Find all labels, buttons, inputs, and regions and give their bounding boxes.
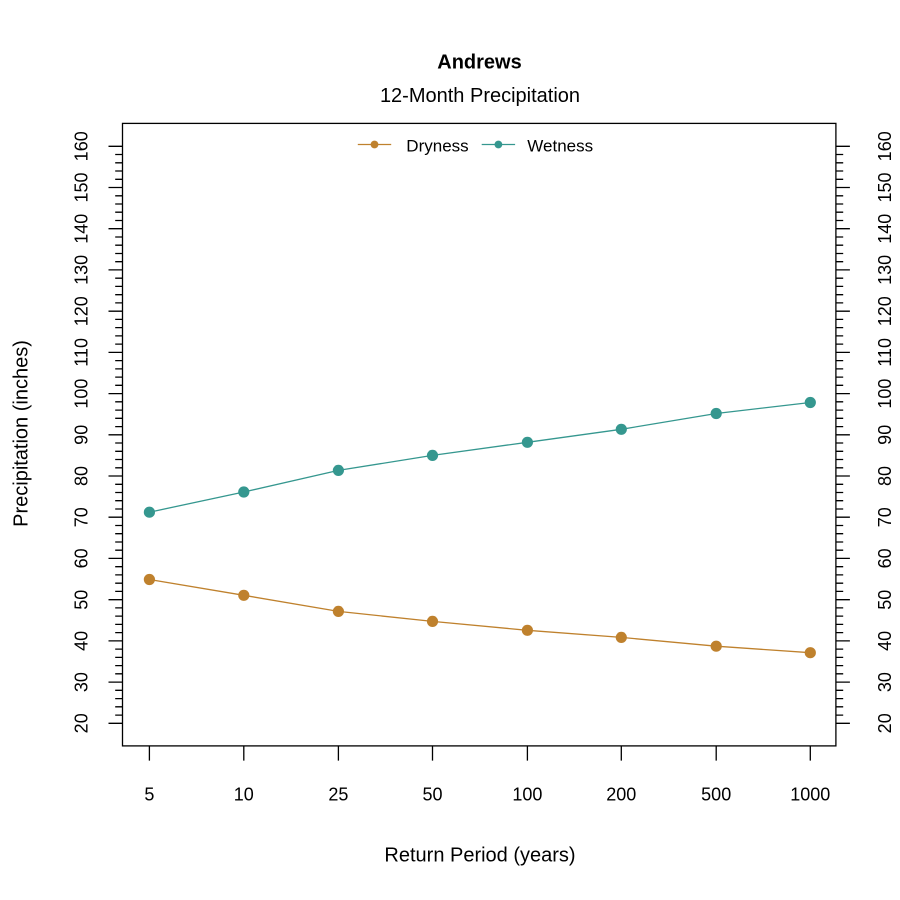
svg-text:Wetness: Wetness: [527, 136, 593, 155]
svg-text:30: 30: [875, 672, 895, 692]
svg-text:110: 110: [72, 338, 92, 367]
svg-text:50: 50: [422, 785, 442, 805]
svg-text:40: 40: [72, 631, 92, 651]
svg-text:120: 120: [72, 296, 92, 326]
svg-text:500: 500: [701, 785, 731, 805]
svg-text:50: 50: [875, 590, 895, 610]
svg-text:30: 30: [72, 672, 92, 692]
svg-text:140: 140: [72, 214, 92, 244]
svg-text:60: 60: [72, 548, 92, 568]
svg-text:70: 70: [72, 507, 92, 527]
svg-text:10: 10: [234, 785, 254, 805]
svg-text:5: 5: [144, 785, 154, 805]
svg-text:Return Period (years): Return Period (years): [384, 845, 575, 867]
svg-text:25: 25: [328, 785, 348, 805]
svg-text:70: 70: [875, 507, 895, 527]
svg-text:160: 160: [875, 131, 895, 161]
svg-text:110: 110: [875, 338, 895, 367]
svg-text:50: 50: [72, 590, 92, 610]
svg-text:100: 100: [72, 379, 92, 409]
svg-text:130: 130: [72, 255, 92, 285]
svg-text:20: 20: [72, 713, 92, 733]
svg-text:1000: 1000: [790, 785, 830, 805]
svg-text:150: 150: [72, 172, 92, 202]
svg-text:60: 60: [875, 548, 895, 568]
svg-text:90: 90: [72, 425, 92, 445]
svg-text:150: 150: [875, 172, 895, 202]
svg-text:100: 100: [512, 785, 542, 805]
svg-text:130: 130: [875, 255, 895, 285]
svg-text:Precipitation (inches): Precipitation (inches): [11, 340, 33, 527]
svg-text:120: 120: [875, 296, 895, 326]
svg-text:Dryness: Dryness: [406, 136, 468, 155]
svg-text:20: 20: [875, 713, 895, 733]
svg-text:100: 100: [875, 379, 895, 409]
svg-text:160: 160: [72, 131, 92, 161]
svg-text:90: 90: [875, 425, 895, 445]
svg-text:200: 200: [606, 785, 636, 805]
svg-text:12-Month Precipitation: 12-Month Precipitation: [380, 85, 580, 107]
svg-text:80: 80: [72, 466, 92, 486]
svg-text:Andrews: Andrews: [437, 52, 521, 74]
svg-text:80: 80: [875, 466, 895, 486]
svg-text:40: 40: [875, 631, 895, 651]
svg-text:140: 140: [875, 214, 895, 244]
